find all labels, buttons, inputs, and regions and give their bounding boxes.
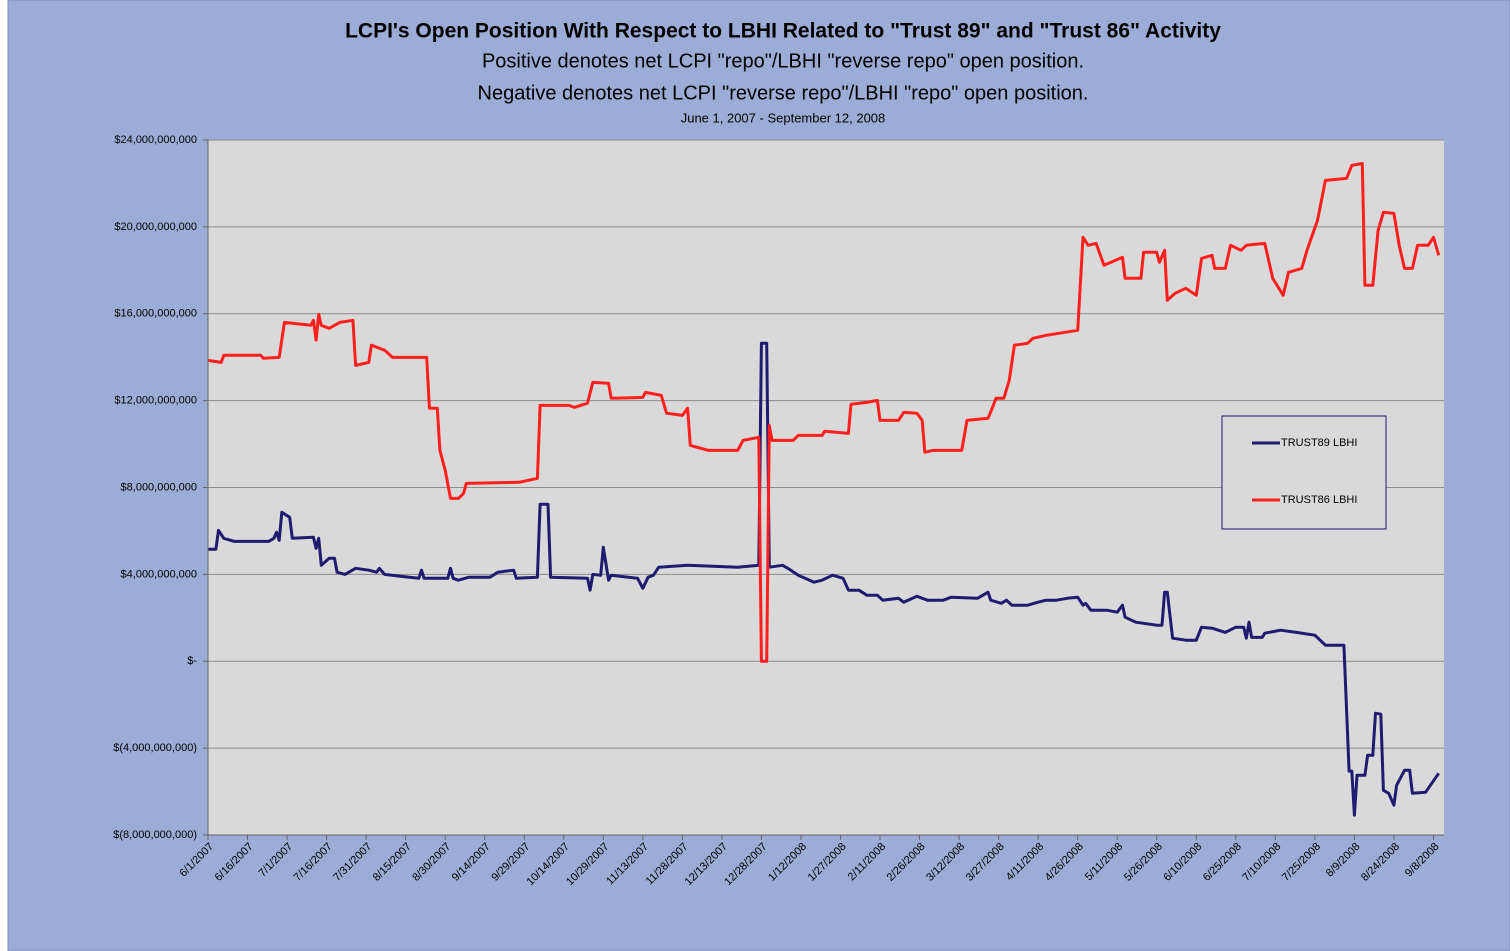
chart-title: LCPI's Open Position With Respect to LBH… <box>345 20 1221 43</box>
y-tick-label: $24,000,000,000 <box>114 134 197 146</box>
y-tick-label: $16,000,000,000 <box>114 308 197 320</box>
y-tick-label: $(4,000,000,000) <box>113 742 197 754</box>
legend-label: TRUST86 LBHI <box>1281 494 1357 506</box>
series-line <box>207 162 1441 663</box>
y-tick-label: $(8,000,000,000) <box>113 829 197 841</box>
series-line <box>208 341 1440 817</box>
y-tick-label: $12,000,000,000 <box>114 395 197 407</box>
period: June 1, 2007 - September 12, 2008 <box>681 110 886 125</box>
legend-box <box>1221 415 1387 530</box>
subtitle: Positive denotes net LCPI "repo"/LBHI "r… <box>482 50 1084 72</box>
y-tick-label: $20,000,000,000 <box>114 221 197 233</box>
subtitle: Negative denotes net LCPI "reverse repo"… <box>478 82 1089 104</box>
legend: TRUST89 LBHI TRUST86 LBHI <box>1221 415 1387 530</box>
y-tick-label: $4,000,000,000 <box>121 568 197 580</box>
lines <box>207 162 1441 817</box>
legend-label: TRUST89 LBHI <box>1281 437 1357 449</box>
y-tick-label: $8,000,000,000 <box>121 481 197 493</box>
y-tick-label: $- <box>187 655 197 667</box>
